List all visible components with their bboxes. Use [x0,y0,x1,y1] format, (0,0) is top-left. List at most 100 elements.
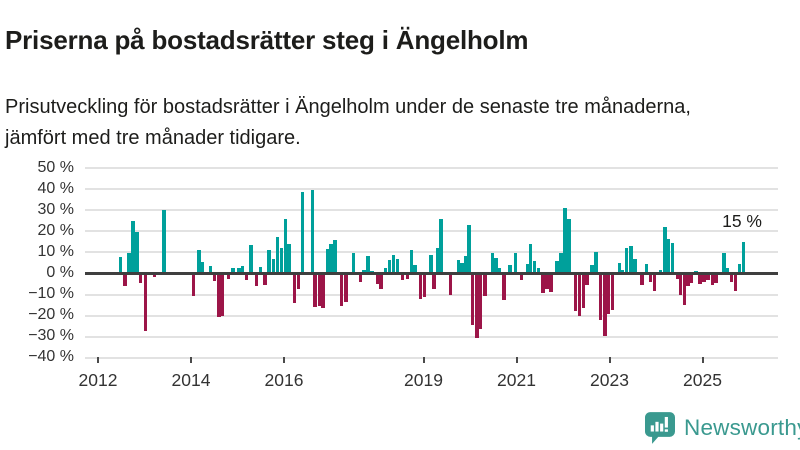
y-axis-tick-label: −30 % [28,327,74,345]
data-bar [603,273,607,336]
y-axis-tick-label: −20 % [28,306,74,324]
data-bar [471,273,475,326]
y-axis-tick-label: 20 % [37,221,74,239]
x-axis-tick-label: 2023 [590,370,629,390]
newsworthy-wordmark: Newsworthy [684,415,800,440]
data-bar [456,259,461,275]
data-bar [652,273,657,292]
y-axis-tick-label: 0 % [46,264,74,281]
x-axis-tick-label: 2012 [78,370,118,390]
y-gridline [85,314,778,317]
x-axis-tick [97,357,99,363]
data-bar [383,268,388,275]
data-bar [567,218,571,275]
data-bar [375,273,380,284]
data-bar [283,218,288,275]
data-bar [663,227,667,275]
data-bar [119,256,123,275]
data-bar [490,253,494,275]
data-bar [666,238,671,275]
data-bar [686,273,690,287]
data-bar [590,265,594,275]
data-bar [213,273,217,281]
data-bar [741,241,746,275]
data-bar [197,250,201,275]
data-bar [123,273,127,287]
data-bar [729,273,734,282]
data-bar [463,255,468,275]
data-bar [475,273,479,338]
data-bar [467,224,471,275]
chart-title: Priserna på bostadsrätter steg i Ängelho… [5,25,529,56]
data-bar [678,273,683,295]
data-bar [200,261,205,275]
data-bar [391,254,395,275]
x-axis-tick-label: 2014 [171,370,211,390]
y-axis-tick-label: 10 % [37,242,74,260]
data-bar [645,264,649,275]
data-bar [460,262,464,275]
data-bar [153,273,157,277]
data-bar [439,218,443,275]
data-bar [413,265,417,275]
data-bar [610,273,614,311]
data-bar [483,273,487,296]
data-bar [682,273,687,306]
zero-axis-line [85,272,778,275]
data-bar [351,253,355,275]
data-bar [271,258,275,275]
data-bar [429,254,433,275]
data-bar [573,273,578,312]
x-axis-tick [608,357,611,363]
data-bar [339,273,344,307]
data-bar [300,192,305,275]
data-bar [625,248,629,275]
data-bar [344,273,348,302]
data-bar [559,253,563,275]
y-gridline [85,209,778,212]
newsworthy-logo: Newsworthy [645,412,800,444]
data-bar [263,273,267,286]
data-bar [594,252,598,275]
data-bar [513,253,518,275]
data-bar [536,268,541,275]
x-axis-tick-label: 2016 [264,370,304,390]
data-bar [267,250,271,275]
newsworthy-bubble-chart-icon [645,412,675,444]
data-bar [706,273,710,280]
data-bar [329,243,333,275]
data-bar [325,249,329,275]
data-bar [563,208,567,275]
y-gridline [85,335,778,338]
data-bar [710,273,714,286]
data-bar [578,273,582,316]
data-bar [648,273,653,282]
data-bar [525,264,530,275]
data-bar [226,273,231,279]
data-bar [737,264,741,275]
data-bar [541,273,545,294]
data-bar [162,210,166,275]
data-bar [502,273,506,300]
data-bar [629,246,633,275]
data-bar [275,236,280,275]
data-bar [139,273,143,283]
data-bar [549,273,553,293]
y-gridline [85,188,778,191]
last-value-annotation: 15 % [722,211,762,231]
data-bar [231,268,235,275]
data-bar [135,232,139,275]
x-axis-tick [515,357,518,363]
x-axis-tick [422,357,425,363]
x-axis-tick [701,357,704,363]
x-axis-tick-label: 2021 [497,370,536,390]
y-axis-tick-label: 50 % [37,158,74,176]
data-bar [640,273,644,286]
data-bar [208,266,213,275]
data-bar [237,268,241,275]
y-axis-tick-label: 40 % [37,179,74,197]
data-bar [296,273,301,290]
data-bar [725,268,730,275]
data-bar [432,273,436,290]
